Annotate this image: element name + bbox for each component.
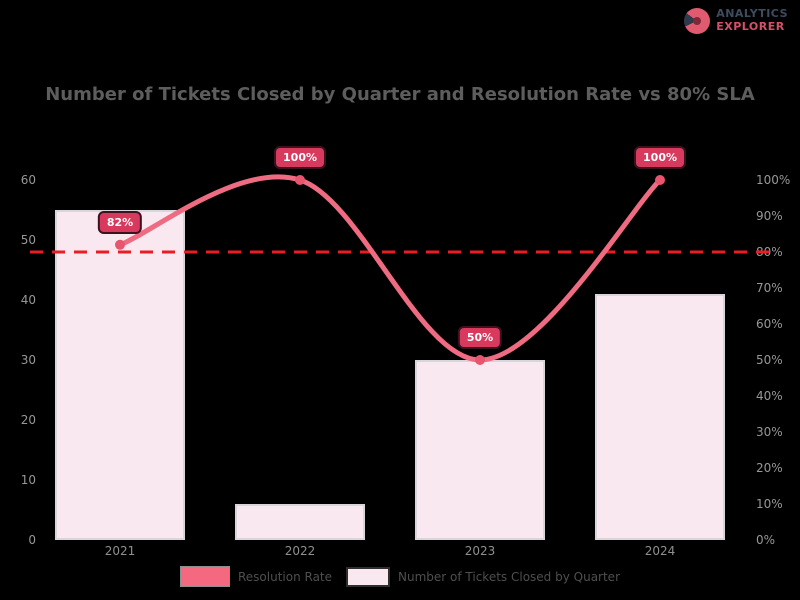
line-point-marker bbox=[295, 175, 305, 185]
pie-chart-logo-icon bbox=[684, 8, 711, 34]
bar bbox=[55, 210, 185, 540]
bar bbox=[415, 360, 545, 540]
x-axis-category-label: 2023 bbox=[464, 544, 496, 558]
right-axis-tick-label: 0% bbox=[756, 533, 776, 547]
right-axis-tick-label: 30% bbox=[756, 425, 783, 439]
point-value-badge: 100% bbox=[274, 146, 326, 169]
left-axis-tick-label: 10 bbox=[20, 473, 36, 487]
legend: Resolution Rate Number of Tickets Closed … bbox=[0, 566, 800, 587]
right-axis-tick-label: 70% bbox=[756, 281, 783, 295]
left-axis-tick-label: 40 bbox=[20, 293, 36, 307]
right-axis-tick-label: 80% bbox=[756, 245, 783, 259]
left-axis-tick-label: 20 bbox=[20, 413, 36, 427]
right-axis-tick-label: 10% bbox=[756, 497, 783, 511]
point-value-badge: 50% bbox=[457, 326, 503, 349]
line-point-marker bbox=[475, 355, 485, 365]
line-point-marker bbox=[115, 239, 125, 250]
right-axis-tick-label: 90% bbox=[756, 209, 783, 223]
app-logo: ANALYTICS EXPLORER bbox=[684, 8, 788, 34]
left-axis-tick-label: 30 bbox=[20, 353, 36, 367]
point-value-badge: 82% bbox=[97, 210, 143, 234]
legend-swatch bbox=[179, 566, 230, 587]
right-axis-tick-label: 60% bbox=[756, 317, 783, 331]
legend-item: Resolution Rate bbox=[179, 566, 333, 587]
legend-label: Number of Tickets Closed by Quarter bbox=[398, 569, 620, 584]
logo-line1: ANALYTICS bbox=[716, 7, 788, 21]
x-axis-category-label: 2021 bbox=[104, 544, 136, 558]
legend-swatch bbox=[346, 566, 391, 587]
x-axis-category-label: 2022 bbox=[284, 544, 316, 558]
left-axis-tick-label: 0 bbox=[28, 533, 36, 547]
right-axis-tick-label: 50% bbox=[756, 353, 783, 367]
resolution-rate-line bbox=[117, 174, 663, 363]
line-point-marker bbox=[655, 175, 665, 185]
logo-wordmark: ANALYTICS EXPLORER bbox=[716, 8, 788, 33]
chart-title: Number of Tickets Closed by Quarter and … bbox=[45, 84, 755, 105]
left-axis-tick-label: 50 bbox=[20, 233, 36, 247]
x-axis-category-label: 2024 bbox=[644, 544, 676, 558]
bar bbox=[595, 294, 725, 540]
logo-line2: EXPLORER bbox=[716, 20, 785, 33]
right-axis-tick-label: 100% bbox=[756, 173, 791, 187]
bar bbox=[235, 504, 365, 540]
right-axis-tick-label: 40% bbox=[756, 389, 783, 403]
left-axis-tick-label: 60 bbox=[20, 173, 36, 187]
point-value-badge: 100% bbox=[634, 146, 686, 169]
legend-item: Number of Tickets Closed by Quarter bbox=[346, 566, 620, 587]
right-axis-tick-label: 20% bbox=[756, 461, 783, 475]
legend-label: Resolution Rate bbox=[237, 569, 333, 584]
